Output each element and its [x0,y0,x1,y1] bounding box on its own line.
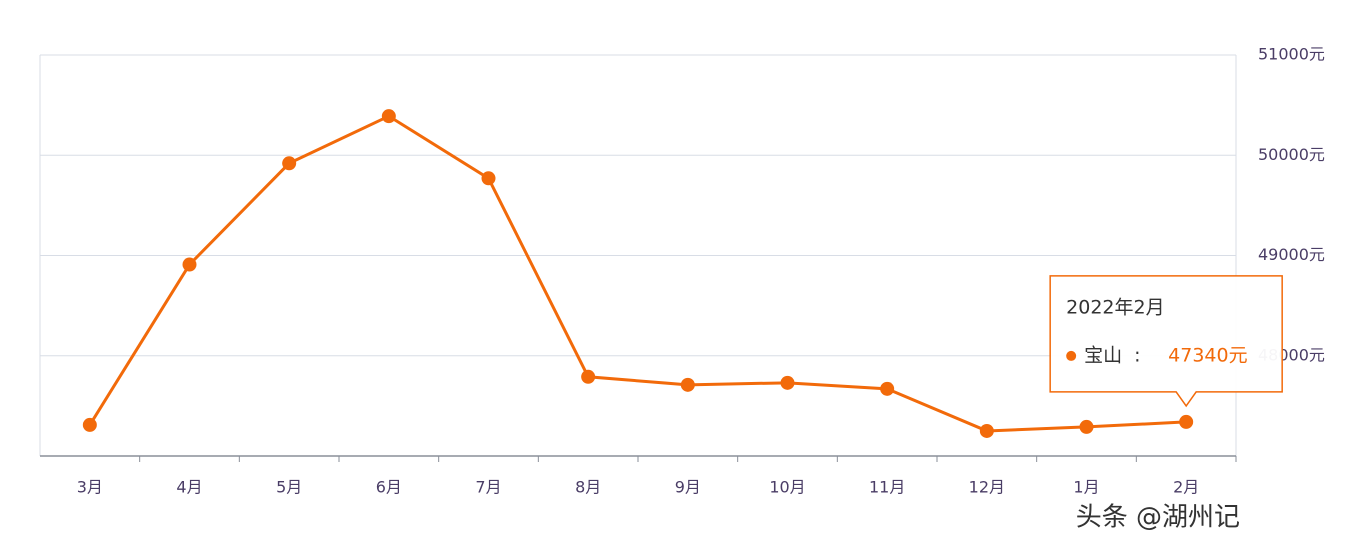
point [481,171,496,186]
x-tick-label: 12月 [969,478,1005,497]
y-tick-label: 51000元 [1258,45,1325,64]
x-tick-label: 11月 [869,478,905,497]
y-tick-label: 50000元 [1258,145,1325,164]
tooltip-series-name: 宝山 [1084,344,1122,366]
x-tick-label: 3月 [77,478,103,497]
y-tick-label: 49000元 [1258,245,1325,264]
point [1079,419,1094,434]
tooltip-colon: : [1134,344,1140,366]
x-tick-label: 6月 [376,478,402,497]
point [381,109,396,124]
point [780,375,795,390]
point [282,156,297,171]
point [1179,414,1194,429]
x-tick-label: 2月 [1173,478,1199,497]
point [680,377,695,392]
x-tick-label: 10月 [769,478,805,497]
point [979,423,994,438]
x-tick-label: 8月 [575,478,601,497]
tooltip-box [1049,275,1283,408]
x-tick-label: 9月 [675,478,701,497]
point [880,381,895,396]
x-tick-label: 4月 [176,478,202,497]
x-tick-label: 7月 [475,478,501,497]
tooltip-value: 47340元 [1168,344,1247,366]
point [82,417,97,432]
line [88,114,1187,433]
tooltip-dot [1066,350,1077,361]
point [182,257,197,272]
x-tick-label: 1月 [1073,478,1099,497]
point [581,369,596,384]
watermark: 头条 @湖州记 [1076,503,1240,533]
x-tick-label: 5月 [276,478,302,497]
tooltip-title: 2022年2月 [1066,296,1164,318]
